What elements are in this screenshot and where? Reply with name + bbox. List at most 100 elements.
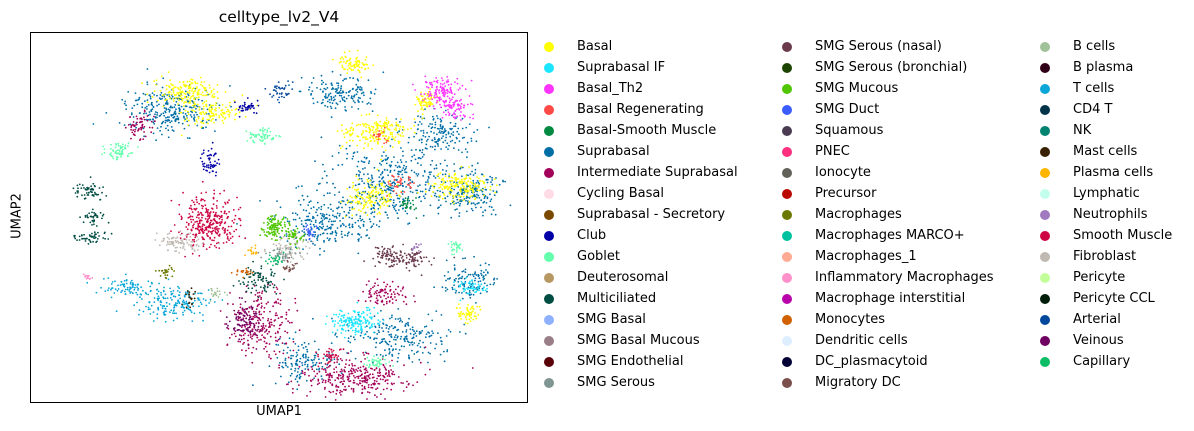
scatter-point xyxy=(385,341,387,344)
scatter-point xyxy=(131,131,134,134)
scatter-point xyxy=(413,353,416,355)
scatter-point xyxy=(205,103,208,106)
scatter-point xyxy=(478,197,481,199)
scatter-point xyxy=(392,187,394,190)
scatter-point xyxy=(461,84,464,87)
scatter-point xyxy=(459,307,461,309)
scatter-point xyxy=(258,295,261,297)
scatter-point xyxy=(443,360,446,363)
scatter-point xyxy=(475,187,477,189)
scatter-point xyxy=(226,237,229,240)
scatter-point xyxy=(205,100,208,102)
scatter-point xyxy=(282,352,285,355)
scatter-point xyxy=(408,261,411,264)
scatter-point xyxy=(341,64,344,67)
scatter-point xyxy=(471,307,474,310)
scatter-point xyxy=(334,186,336,189)
scatter-point xyxy=(146,108,148,110)
scatter-point xyxy=(378,225,380,228)
scatter-point xyxy=(164,111,167,114)
scatter-point xyxy=(310,380,313,382)
scatter-point xyxy=(363,156,366,159)
scatter-point xyxy=(172,242,175,245)
scatter-point xyxy=(462,257,464,260)
scatter-point xyxy=(424,108,426,110)
scatter-point xyxy=(392,137,395,140)
scatter-point xyxy=(390,382,393,385)
scatter-point xyxy=(314,219,317,222)
scatter-point xyxy=(89,221,92,224)
scatter-point xyxy=(472,174,475,176)
scatter-point xyxy=(226,303,229,305)
scatter-point xyxy=(371,135,374,138)
scatter-point xyxy=(318,228,320,231)
scatter-point xyxy=(477,273,480,276)
scatter-point xyxy=(201,236,204,239)
scatter-point xyxy=(366,309,369,312)
scatter-point xyxy=(360,160,363,163)
scatter-point xyxy=(361,101,364,103)
scatter-point xyxy=(474,271,477,274)
scatter-point xyxy=(472,113,474,116)
scatter-point xyxy=(348,216,351,219)
scatter-point xyxy=(187,113,190,116)
scatter-point xyxy=(310,384,313,387)
scatter-point xyxy=(492,190,495,192)
scatter-point xyxy=(446,180,449,182)
scatter-point xyxy=(98,187,101,189)
scatter-point xyxy=(209,110,212,113)
scatter-point xyxy=(219,310,222,312)
scatter-point xyxy=(441,126,444,129)
scatter-point xyxy=(322,163,324,166)
scatter-point xyxy=(382,323,385,325)
scatter-point xyxy=(353,310,356,313)
scatter-point xyxy=(361,391,364,394)
scatter-point xyxy=(328,93,330,96)
scatter-point xyxy=(373,93,376,95)
scatter-point xyxy=(185,226,188,228)
scatter-point xyxy=(313,370,316,373)
scatter-point xyxy=(172,244,175,247)
scatter-point xyxy=(177,242,180,245)
scatter-point xyxy=(476,196,478,199)
scatter-point xyxy=(198,96,200,99)
scatter-point xyxy=(362,290,364,293)
scatter-point xyxy=(341,324,344,327)
scatter-point xyxy=(253,332,256,334)
scatter-point xyxy=(390,296,392,299)
scatter-point xyxy=(466,187,468,190)
scatter-point xyxy=(177,103,180,105)
scatter-point xyxy=(450,180,452,182)
scatter-point xyxy=(83,233,85,236)
scatter-point xyxy=(379,371,382,374)
scatter-point xyxy=(394,318,397,320)
scatter-point xyxy=(464,148,467,150)
scatter-point xyxy=(260,302,263,305)
scatter-point xyxy=(254,281,257,284)
scatter-point xyxy=(418,252,421,254)
scatter-point xyxy=(304,219,307,222)
scatter-point xyxy=(359,123,362,126)
scatter-point xyxy=(356,370,359,372)
scatter-point xyxy=(285,342,288,345)
scatter-point xyxy=(485,179,488,181)
scatter-point xyxy=(361,193,363,196)
scatter-point xyxy=(413,295,415,297)
scatter-point xyxy=(273,319,276,322)
scatter-point xyxy=(400,335,403,338)
scatter-point xyxy=(357,123,360,126)
scatter-point xyxy=(468,313,471,316)
scatter-point xyxy=(362,351,365,354)
scatter-point xyxy=(335,313,338,316)
scatter-point xyxy=(361,218,364,221)
scatter-point xyxy=(340,368,343,371)
scatter-point xyxy=(429,101,432,103)
scatter-point xyxy=(343,388,345,391)
scatter-point xyxy=(183,115,185,118)
scatter-point xyxy=(358,66,361,69)
scatter-point xyxy=(434,148,436,151)
scatter-point xyxy=(454,279,456,282)
scatter-point xyxy=(397,376,400,378)
scatter-point xyxy=(286,383,288,386)
scatter-point xyxy=(251,287,254,290)
